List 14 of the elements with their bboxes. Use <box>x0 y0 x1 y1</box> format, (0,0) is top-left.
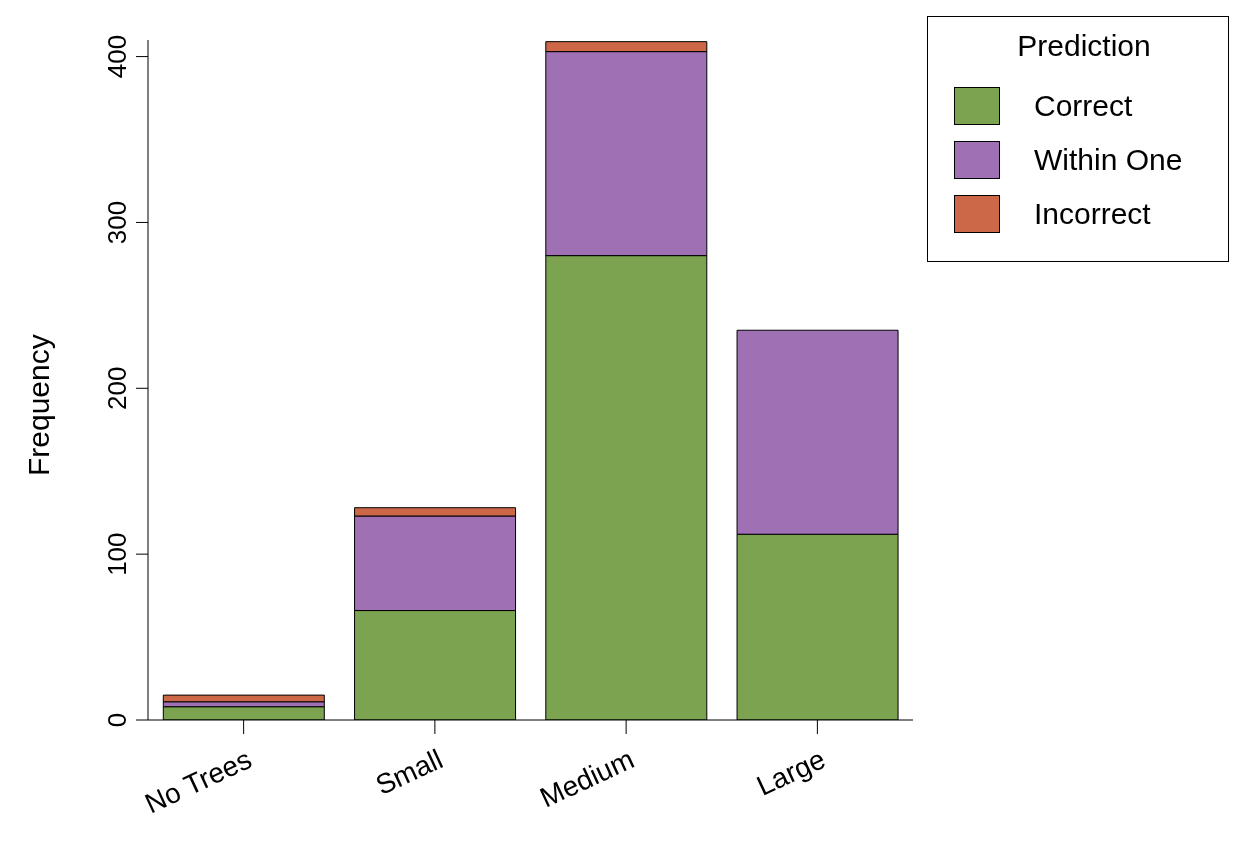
y-tick-label: 0 <box>102 712 132 728</box>
legend-label: Correct <box>1034 89 1133 123</box>
legend-title: Prediction <box>1016 29 1152 63</box>
legend-label: Incorrect <box>1034 197 1151 231</box>
x-tick-label: Large <box>751 743 830 802</box>
y-tick-label: 100 <box>102 532 132 576</box>
x-tick-label: Small <box>370 743 448 802</box>
y-tick-label: 400 <box>102 34 132 79</box>
bar <box>162 694 325 703</box>
y-tick-label: 200 <box>102 366 132 410</box>
y-tick-label: 300 <box>102 200 132 245</box>
y-axis-title: Frequency <box>22 334 56 476</box>
x-tick-label: No Trees <box>140 743 257 820</box>
legend-label: Within One <box>1034 143 1183 177</box>
